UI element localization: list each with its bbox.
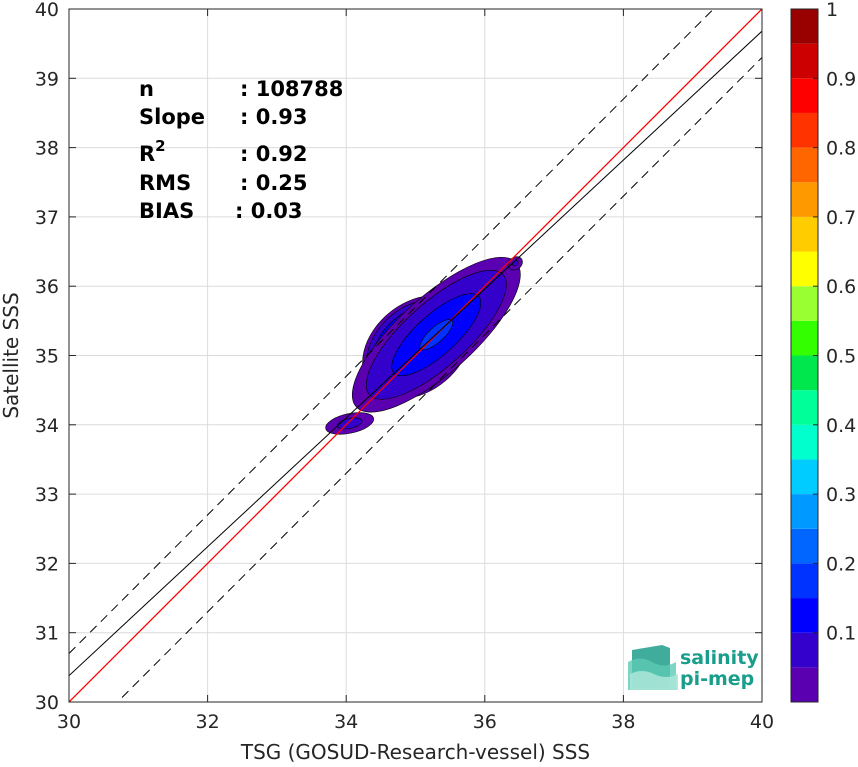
- colorbar-segment: [791, 78, 818, 113]
- colorbar-segment: [791, 528, 818, 564]
- colorbar-tick-label: 0.4: [826, 415, 856, 437]
- colorbar-segment: [791, 459, 818, 495]
- y-axis-label: Satellite SSS: [0, 292, 23, 418]
- colorbar-segment: [791, 563, 818, 599]
- y-tick-label: 31: [35, 623, 59, 645]
- colorbar-tick-label: 1: [826, 0, 838, 21]
- colorbar-tick-label: 0.5: [826, 346, 856, 368]
- colorbar-segment: [791, 216, 818, 252]
- colorbar-segment: [791, 494, 818, 529]
- colorbar-segment: [791, 632, 818, 668]
- y-tick-label: 40: [35, 0, 59, 21]
- regression-line: [69, 30, 762, 677]
- stat-r2-value: : 0.92: [240, 142, 308, 166]
- colorbar-tick-label: 0.8: [826, 138, 856, 160]
- colorbar-segment: [791, 43, 818, 79]
- colorbar-segment: [791, 182, 818, 217]
- logo-line-2: pi-mep: [680, 668, 754, 690]
- y-tick-label: 33: [35, 484, 59, 506]
- colorbar-segment: [791, 112, 818, 148]
- colorbar-segment: [791, 9, 818, 44]
- colorbar-segment: [791, 424, 818, 460]
- stat-r2-superscript: 2: [155, 137, 165, 155]
- x-axis-label: TSG (GOSUD-Research-vessel) SSS: [240, 740, 590, 764]
- y-axis-ticks: 30 31 32 33 34 35 36 37 38 39 40: [35, 0, 762, 714]
- stat-r2-base: R: [139, 142, 155, 166]
- stat-rms-label: RMS: [139, 171, 191, 195]
- stat-bias-label: BIAS: [139, 199, 194, 223]
- logo-line-1: salinity: [680, 647, 759, 669]
- colorbar-tick-label: 0.9: [826, 68, 856, 90]
- identity-line: [69, 9, 762, 702]
- wave-logo-icon: [628, 645, 678, 690]
- y-tick-label: 37: [35, 207, 59, 229]
- colorbar-ticks: 0.1 0.2 0.3 0.4 0.5 0.6 0.7 0.8 0.9 1: [813, 0, 856, 645]
- upper-bound-line: [69, 9, 715, 654]
- x-tick-label: 32: [196, 711, 220, 733]
- colorbar-segment: [791, 390, 818, 425]
- y-tick-label: 30: [35, 692, 59, 714]
- colorbar-segment: [791, 147, 818, 183]
- density-contours: [325, 256, 523, 435]
- colorbar-tick-label: 0.2: [826, 553, 856, 575]
- lower-bound-line: [116, 57, 762, 702]
- colorbar-tick-label: 0.3: [826, 484, 856, 506]
- grid: [68, 8, 763, 703]
- colorbar-segment: [791, 667, 818, 702]
- colorbar-tick-label: 0.1: [826, 623, 856, 645]
- colorbar-segment: [791, 598, 818, 633]
- y-tick-label: 38: [35, 138, 59, 160]
- stat-bias-value: : 0.03: [235, 199, 303, 223]
- colorbar-segment: [791, 320, 818, 356]
- x-tick-label: 40: [750, 711, 774, 733]
- stat-slope-label: Slope: [139, 105, 205, 129]
- stat-n-value: : 108788: [240, 77, 343, 101]
- colorbar-tick-label: 0.7: [826, 207, 856, 229]
- x-axis-ticks: 30 32 34 36 38 40: [57, 9, 774, 733]
- x-tick-label: 30: [57, 711, 81, 733]
- reference-lines: [69, 9, 762, 702]
- x-tick-label: 38: [611, 711, 635, 733]
- y-tick-label: 35: [35, 346, 59, 368]
- stat-slope-value: : 0.93: [240, 105, 308, 129]
- y-tick-label: 39: [35, 68, 59, 90]
- x-tick-label: 34: [334, 711, 358, 733]
- stat-r2-label: R2: [139, 137, 166, 166]
- y-tick-label: 34: [35, 415, 59, 437]
- colorbar-segment: [791, 286, 818, 321]
- stats-box: n : 108788 Slope : 0.93 R2 : 0.92 RMS : …: [139, 77, 343, 223]
- y-tick-label: 36: [35, 276, 59, 298]
- salinity-pi-mep-logo: salinity pi-mep: [628, 645, 759, 690]
- stat-rms-value: : 0.25: [240, 171, 308, 195]
- colorbar-tick-label: 0.6: [826, 276, 856, 298]
- colorbar-segment: [791, 251, 818, 287]
- stat-n-label: n: [139, 77, 154, 101]
- x-tick-label: 36: [473, 711, 497, 733]
- colorbar: [791, 9, 818, 702]
- colorbar-segment: [791, 355, 818, 391]
- y-tick-label: 32: [35, 553, 59, 575]
